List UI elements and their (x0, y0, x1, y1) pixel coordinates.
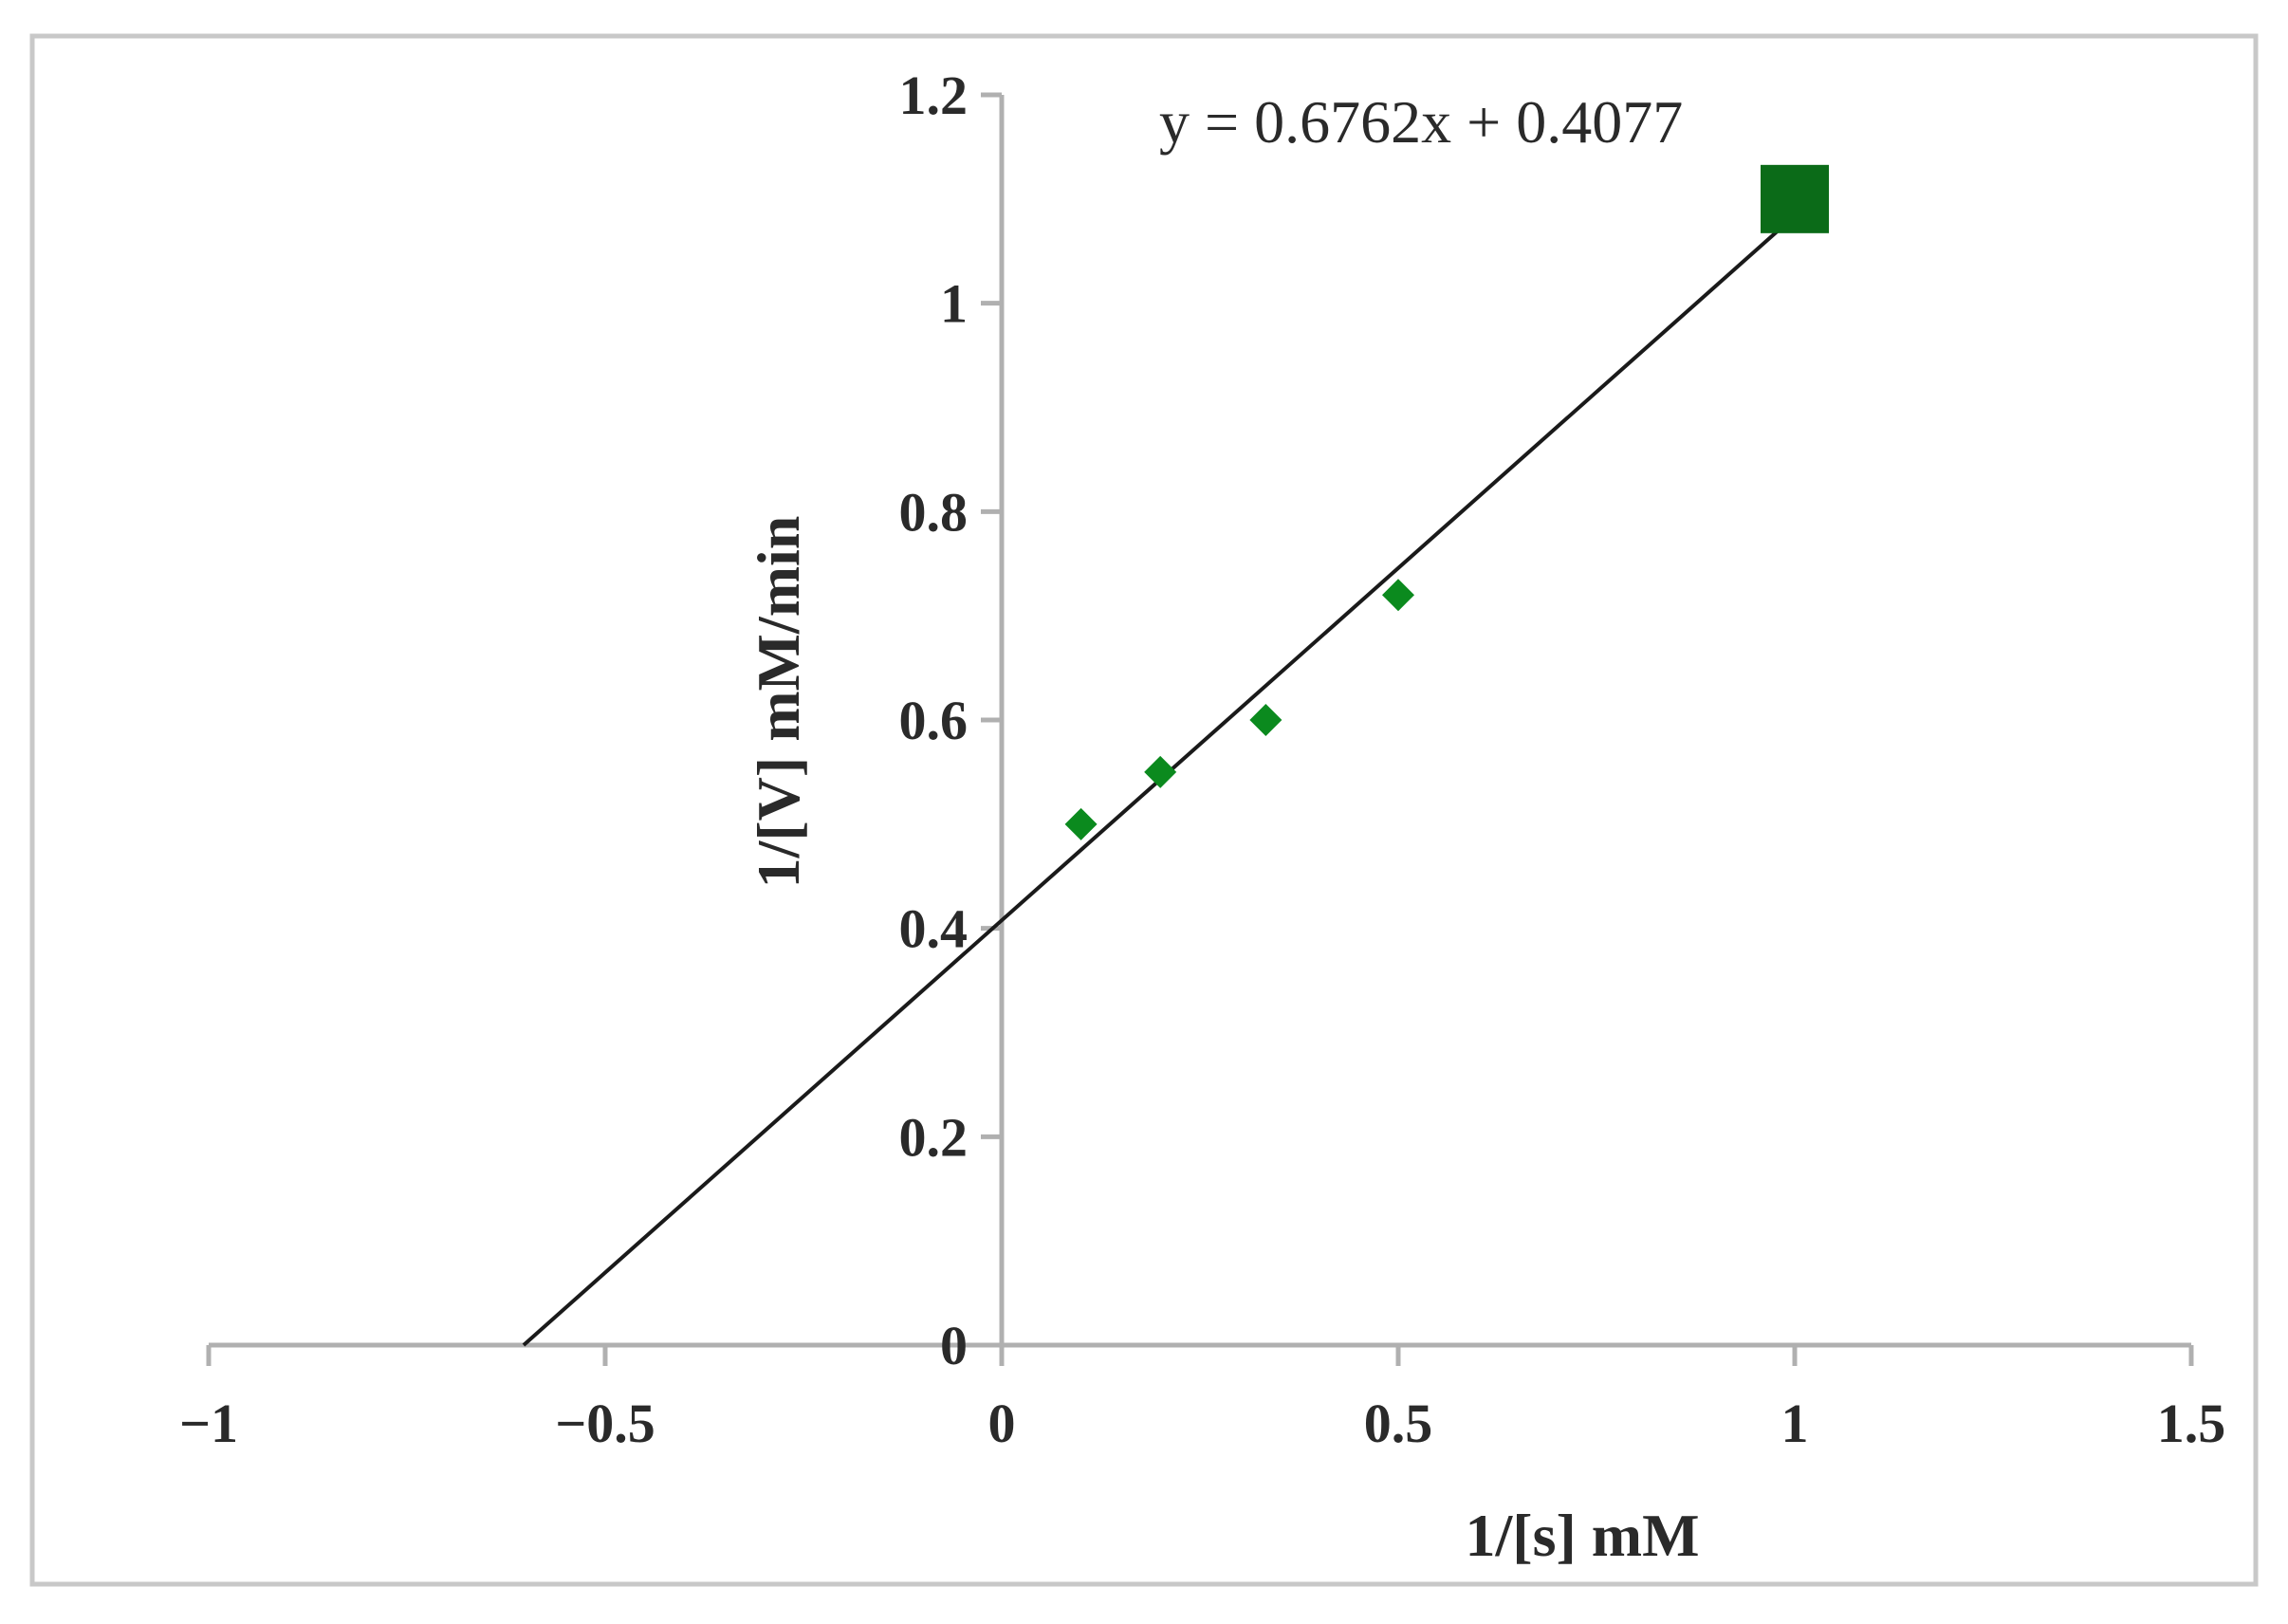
trendline-equation: y = 0.6762x + 0.4077 (1159, 88, 1683, 156)
data-point-diamond (1144, 755, 1177, 788)
chart-frame (29, 33, 2259, 1587)
x-tick-label: −1 (179, 1393, 238, 1454)
data-points (1064, 164, 1829, 840)
y-tick-label: 0.6 (899, 690, 969, 751)
y-tick-label: 1.2 (899, 65, 969, 126)
y-tick-label: 0.2 (899, 1106, 969, 1168)
data-point-diamond (1382, 579, 1414, 612)
axes: −1 −0.5 0 0.5 1 1.5 0 0.2 0.4 0.6 0.8 1 1.2 (179, 65, 2225, 1454)
data-point-square (1761, 164, 1829, 233)
y-tick-label: 0 (940, 1315, 968, 1376)
x-tick-label: 1.5 (2157, 1393, 2226, 1454)
x-axis-title: 1/[s] mM (1465, 1502, 1699, 1569)
labels: y = 0.6762x + 0.4077 1/[s] mM 1/[V] mM/m… (745, 88, 1700, 1569)
x-tick-label: 0 (988, 1393, 1016, 1454)
y-axis-title: 1/[V] mM/min (745, 516, 812, 889)
x-tick-label: −0.5 (555, 1393, 655, 1454)
y-tick-label: 0.8 (899, 481, 969, 543)
data-point-diamond (1249, 704, 1282, 736)
data-point-diamond (1064, 807, 1098, 840)
x-tick-label: 1 (1781, 1393, 1809, 1454)
y-tick-label: 0.4 (899, 898, 969, 960)
x-tick-label: 0.5 (1364, 1393, 1433, 1454)
y-tick-label: 1 (940, 273, 968, 335)
